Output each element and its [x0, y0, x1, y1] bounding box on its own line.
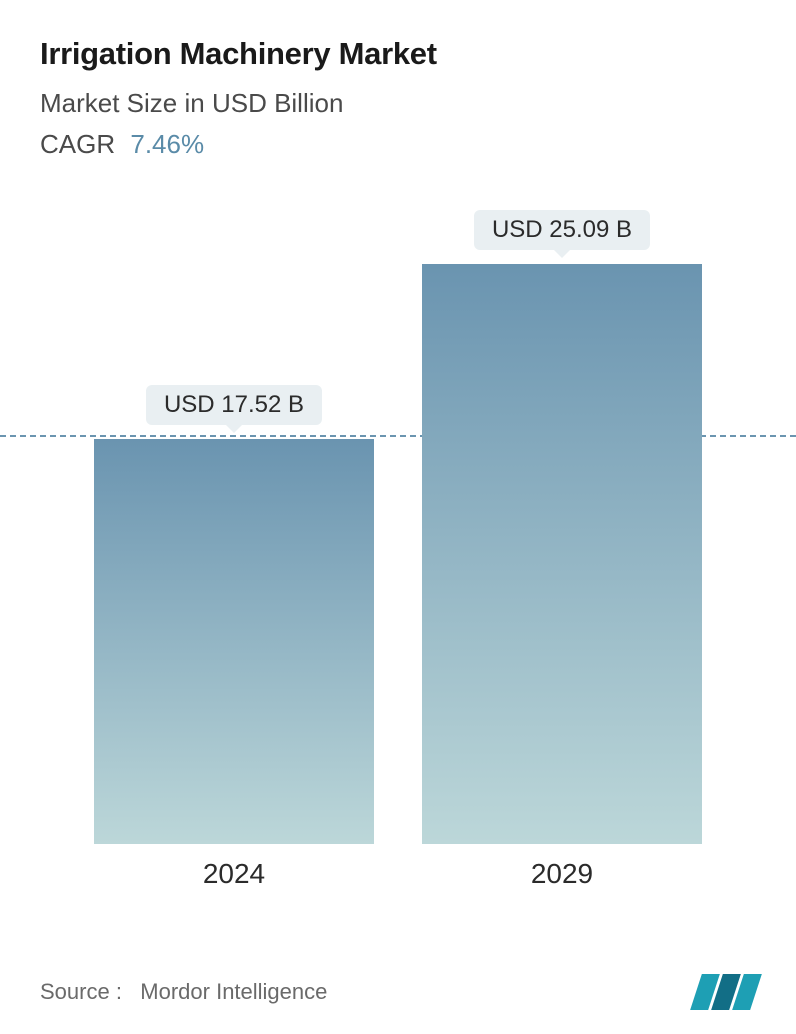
- cagr-value: 7.46%: [130, 129, 204, 159]
- source-text: Source : Mordor Intelligence: [40, 979, 327, 1005]
- chart-subtitle: Market Size in USD Billion: [40, 88, 756, 119]
- cagr-label: CAGR: [40, 129, 115, 159]
- chart-area: USD 17.52 B 2024 USD 25.09 B 2029: [40, 190, 756, 890]
- source-name: Mordor Intelligence: [140, 979, 327, 1004]
- brand-logo: [693, 974, 756, 1010]
- chart-title: Irrigation Machinery Market: [40, 36, 756, 72]
- bar-column: USD 25.09 B 2029: [422, 190, 702, 890]
- year-label: 2029: [531, 858, 593, 890]
- source-label: Source :: [40, 979, 122, 1004]
- bar: [422, 264, 702, 844]
- cagr-line: CAGR 7.46%: [40, 129, 756, 160]
- footer: Source : Mordor Intelligence: [40, 974, 756, 1010]
- bars-wrap: USD 17.52 B 2024 USD 25.09 B 2029: [40, 190, 756, 890]
- chart-container: Irrigation Machinery Market Market Size …: [0, 0, 796, 1034]
- year-label: 2024: [203, 858, 265, 890]
- value-pill: USD 25.09 B: [474, 210, 650, 250]
- value-pill: USD 17.52 B: [146, 385, 322, 425]
- bar: [94, 439, 374, 844]
- bar-column: USD 17.52 B 2024: [94, 190, 374, 890]
